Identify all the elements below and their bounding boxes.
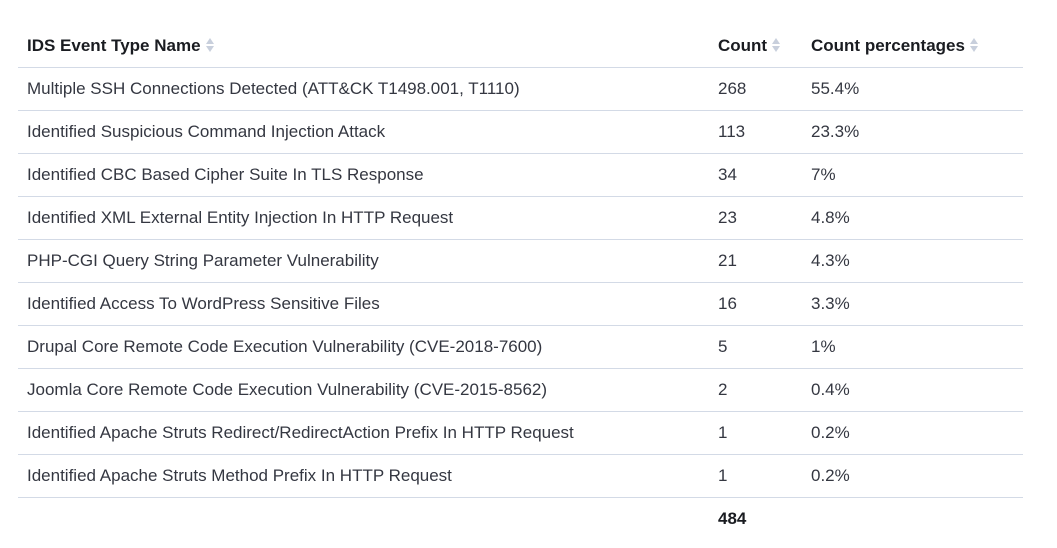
count-cell: 16: [709, 282, 802, 326]
header-event-type-name[interactable]: IDS Event Type Name: [18, 25, 709, 68]
table-row: Identified Suspicious Command Injection …: [18, 110, 1023, 154]
total-label-cell: [18, 498, 709, 541]
table-row: Joomla Core Remote Code Execution Vulner…: [18, 368, 1023, 412]
count-cell: 1: [709, 454, 802, 498]
count-cell: 1: [709, 411, 802, 455]
header-row: IDS Event Type Name Count Count percenta…: [18, 25, 1023, 68]
event-type-name-cell: Identified Access To WordPress Sensitive…: [18, 282, 709, 326]
table-row: Identified Apache Struts Redirect/Redire…: [18, 411, 1023, 455]
percentage-cell: 3.3%: [802, 282, 1023, 326]
header-count[interactable]: Count: [709, 25, 802, 68]
percentage-cell: 4.8%: [802, 196, 1023, 240]
event-type-name-cell: Identified Apache Struts Method Prefix I…: [18, 454, 709, 498]
event-type-name-cell: Drupal Core Remote Code Execution Vulner…: [18, 325, 709, 369]
count-cell: 5: [709, 325, 802, 369]
total-count: 484: [718, 509, 747, 528]
total-percentage-cell: [802, 498, 1023, 541]
count-cell: 2: [709, 368, 802, 412]
event-type-name-cell: Joomla Core Remote Code Execution Vulner…: [18, 368, 709, 412]
count-cell: 21: [709, 239, 802, 283]
sort-icon[interactable]: [969, 38, 979, 52]
percentage-cell: 55.4%: [802, 67, 1023, 111]
percentage-cell: 0.2%: [802, 411, 1023, 455]
sort-icon[interactable]: [205, 38, 215, 52]
percentage-cell: 0.4%: [802, 368, 1023, 412]
table-row: Multiple SSH Connections Detected (ATT&C…: [18, 67, 1023, 111]
ids-event-table: IDS Event Type Name Count Count percenta…: [18, 25, 1023, 540]
count-cell: 268: [709, 67, 802, 111]
percentage-cell: 0.2%: [802, 454, 1023, 498]
header-count-percentages[interactable]: Count percentages: [802, 25, 1023, 68]
table-row: Identified CBC Based Cipher Suite In TLS…: [18, 153, 1023, 197]
event-type-name-cell: Identified Suspicious Command Injection …: [18, 110, 709, 154]
event-type-name-cell: PHP-CGI Query String Parameter Vulnerabi…: [18, 239, 709, 283]
total-row: 484: [18, 498, 1023, 541]
count-cell: 23: [709, 196, 802, 240]
table-row: Drupal Core Remote Code Execution Vulner…: [18, 325, 1023, 369]
count-cell: 34: [709, 153, 802, 197]
percentage-cell: 23.3%: [802, 110, 1023, 154]
count-cell: 113: [709, 110, 802, 154]
event-type-name-cell: Identified CBC Based Cipher Suite In TLS…: [18, 153, 709, 197]
sort-icon[interactable]: [771, 38, 781, 52]
table-row: Identified Apache Struts Method Prefix I…: [18, 454, 1023, 498]
event-type-name-cell: Multiple SSH Connections Detected (ATT&C…: [18, 67, 709, 111]
event-type-name-cell: Identified XML External Entity Injection…: [18, 196, 709, 240]
table-row: Identified XML External Entity Injection…: [18, 196, 1023, 240]
percentage-cell: 7%: [802, 153, 1023, 197]
percentage-cell: 4.3%: [802, 239, 1023, 283]
table-row: Identified Access To WordPress Sensitive…: [18, 282, 1023, 326]
percentage-cell: 1%: [802, 325, 1023, 369]
table-row: PHP-CGI Query String Parameter Vulnerabi…: [18, 239, 1023, 283]
event-type-name-cell: Identified Apache Struts Redirect/Redire…: [18, 411, 709, 455]
